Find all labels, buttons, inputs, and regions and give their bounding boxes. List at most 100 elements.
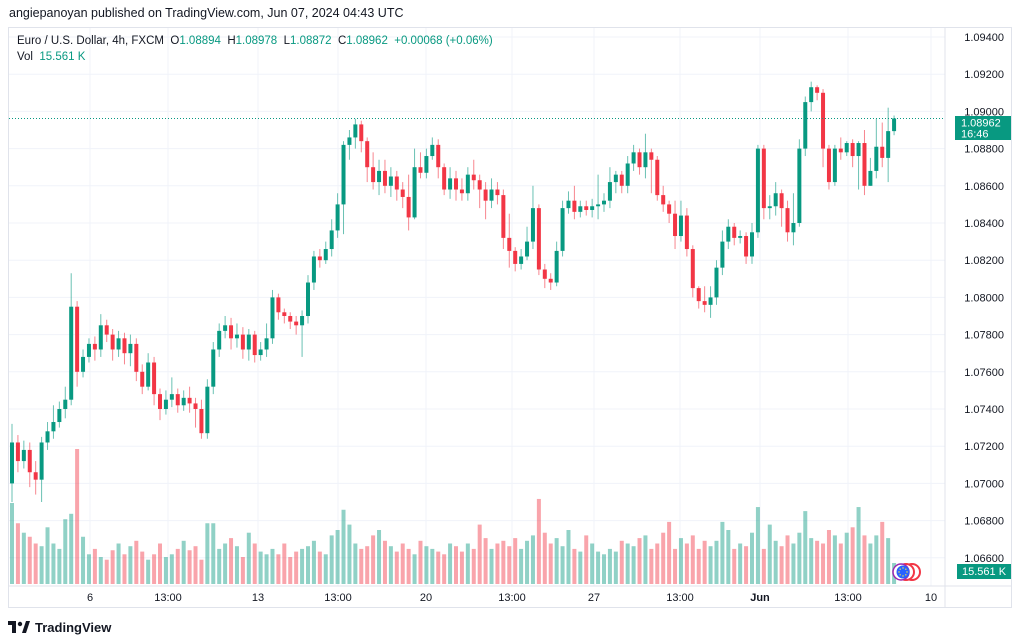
candle bbox=[252, 330, 257, 363]
symbol-title[interactable]: Euro / U.S. Dollar, 4h, FXCM bbox=[17, 35, 164, 47]
volume-bar bbox=[471, 548, 476, 584]
eu-star bbox=[905, 574, 907, 576]
candle bbox=[98, 314, 103, 357]
candle-body bbox=[300, 316, 305, 326]
volume-bar bbox=[33, 543, 38, 584]
candle bbox=[134, 338, 139, 382]
candle-body bbox=[607, 182, 612, 201]
candle bbox=[619, 170, 624, 194]
candle-body bbox=[234, 334, 239, 339]
volume-bar bbox=[560, 546, 565, 584]
candle bbox=[69, 273, 74, 406]
candle-body bbox=[199, 409, 204, 434]
candle-body bbox=[175, 394, 180, 406]
candle bbox=[560, 200, 565, 257]
last-volume-badge bbox=[957, 564, 1011, 579]
candle-body bbox=[158, 394, 162, 409]
candle bbox=[649, 148, 654, 194]
volume-row: Vol 15.561 K bbox=[17, 49, 493, 65]
candle bbox=[377, 159, 382, 196]
candle bbox=[726, 219, 731, 250]
candle-body bbox=[116, 338, 121, 350]
candle-body bbox=[803, 102, 808, 149]
volume-bar bbox=[21, 532, 26, 584]
candle bbox=[187, 386, 192, 413]
candle bbox=[566, 191, 571, 214]
eu-star bbox=[902, 575, 904, 577]
candle-body bbox=[714, 267, 719, 298]
candle bbox=[519, 249, 524, 270]
candle-body bbox=[507, 237, 512, 251]
candle bbox=[181, 390, 186, 411]
candle bbox=[294, 316, 299, 335]
volume-bar bbox=[81, 536, 86, 584]
volume-bar bbox=[134, 540, 139, 584]
candle-body bbox=[193, 403, 198, 409]
candle-body bbox=[708, 297, 713, 305]
candle bbox=[886, 107, 891, 183]
candle-body bbox=[471, 174, 476, 181]
candle-body bbox=[554, 250, 559, 283]
price-tick-label: 1.09400 bbox=[964, 32, 1004, 44]
volume-bar bbox=[596, 551, 601, 584]
tradingview-logo-icon bbox=[8, 621, 30, 633]
candle-body bbox=[815, 87, 820, 93]
candle-body bbox=[341, 144, 346, 205]
candle-body bbox=[459, 189, 464, 194]
volume-bar bbox=[732, 548, 737, 584]
candle bbox=[169, 377, 174, 408]
candle bbox=[809, 81, 814, 112]
candle bbox=[732, 223, 737, 246]
candle bbox=[530, 185, 535, 250]
price-tick-label: 1.07600 bbox=[964, 367, 1004, 379]
low-value: 1.08872 bbox=[290, 35, 332, 47]
volume-bar bbox=[625, 543, 630, 584]
chart-legend: Euro / U.S. Dollar, 4h, FXCM O1.08894 H1… bbox=[17, 33, 493, 65]
volume-bar bbox=[353, 543, 358, 584]
candle bbox=[826, 144, 831, 190]
volume-value: 15.561 K bbox=[39, 51, 86, 63]
candle-body bbox=[838, 148, 843, 153]
candle bbox=[51, 405, 56, 439]
volume-bar bbox=[773, 540, 778, 584]
candle-body bbox=[755, 148, 760, 233]
volume-bar bbox=[667, 521, 672, 584]
candle-body bbox=[720, 241, 725, 268]
volume-bar bbox=[448, 543, 453, 584]
candle bbox=[193, 397, 198, 428]
volume-bar bbox=[15, 523, 20, 584]
candle bbox=[448, 167, 453, 199]
volume-bar bbox=[477, 524, 482, 584]
low-label: L bbox=[283, 35, 290, 47]
candle-body bbox=[738, 236, 743, 238]
volume-bar bbox=[838, 543, 843, 584]
candle-body bbox=[21, 449, 26, 462]
volume-bar bbox=[430, 548, 435, 584]
candle bbox=[442, 163, 447, 196]
volume-bar bbox=[755, 507, 760, 584]
tradingview-footer: TradingView bbox=[8, 620, 111, 635]
candle bbox=[400, 182, 405, 209]
candle bbox=[684, 208, 689, 257]
volume-bar bbox=[607, 548, 612, 584]
candle bbox=[122, 332, 127, 365]
volume-bar bbox=[306, 546, 310, 584]
candle-body bbox=[317, 256, 322, 261]
footer-brand: TradingView bbox=[35, 620, 112, 635]
candle-body bbox=[643, 152, 648, 168]
volume-bar bbox=[181, 540, 186, 584]
volume-bar bbox=[797, 532, 802, 584]
volume-bar bbox=[489, 548, 494, 584]
candle bbox=[311, 250, 316, 290]
candle bbox=[353, 118, 358, 149]
candle-body bbox=[744, 236, 749, 257]
volume-bar bbox=[158, 543, 162, 584]
time-tick-label: 6 bbox=[87, 592, 93, 604]
candle-body bbox=[548, 278, 553, 283]
candle-body bbox=[779, 193, 784, 209]
volume-bar bbox=[146, 559, 151, 584]
volume-bar bbox=[874, 535, 879, 584]
volume-bar bbox=[862, 535, 867, 584]
candle bbox=[821, 89, 826, 168]
